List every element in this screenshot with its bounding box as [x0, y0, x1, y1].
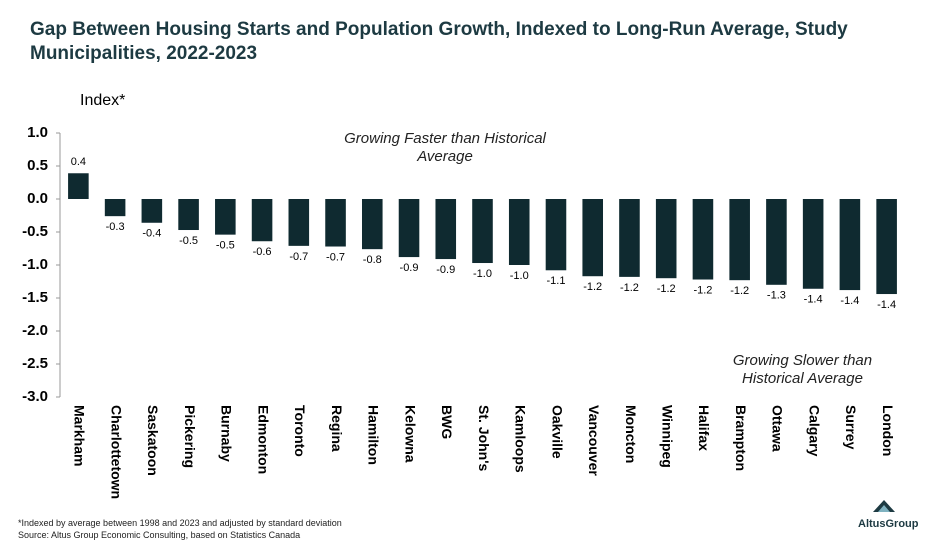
y-tick-label: 0.5 [27, 157, 48, 174]
bar [619, 199, 640, 277]
logo: AltusGroup [858, 518, 919, 530]
bar [398, 199, 420, 258]
x-tick-label: Winnipeg [659, 405, 675, 468]
y-tick-label: 1.0 [27, 124, 48, 141]
data-label: -0.5 [179, 235, 198, 247]
x-tick-label: London [880, 405, 896, 456]
x-tick-label: Kelowna [402, 405, 418, 463]
data-label: -1.2 [730, 285, 749, 297]
x-tick-label: Vancouver [586, 405, 602, 476]
data-label: -1.2 [620, 282, 639, 294]
x-tick-label: Surrey [843, 405, 859, 450]
bar [435, 199, 457, 260]
x-tick-label: Kamloops [513, 405, 529, 473]
y-tick-label: -2.5 [22, 355, 48, 372]
x-tick-label: Halifax [696, 405, 712, 451]
data-label: -1.2 [583, 281, 602, 293]
data-label: -1.2 [693, 284, 712, 296]
data-label: -1.4 [877, 299, 896, 311]
bar [545, 199, 567, 271]
bar [802, 199, 824, 289]
bar [729, 199, 750, 281]
data-label: -1.0 [473, 268, 492, 280]
data-label: -1.4 [840, 295, 859, 307]
data-label: -1.4 [804, 294, 823, 306]
x-tick-label: Regina [329, 405, 345, 452]
footnote: *Indexed by average between 1998 and 202… [18, 518, 342, 528]
bar [655, 199, 677, 279]
x-tick-label: Charlottetown [108, 405, 124, 499]
x-tick-label: Hamilton [366, 405, 382, 465]
y-tick-label: -3.0 [22, 388, 48, 405]
y-axis-label: Index* [80, 92, 125, 109]
bar [178, 199, 199, 231]
x-tick-label: Oakville [549, 405, 565, 459]
bar [361, 199, 383, 250]
data-label: -0.7 [289, 251, 308, 263]
data-label: -0.5 [216, 240, 235, 252]
x-tick-label: Moncton [623, 405, 639, 463]
bar [215, 199, 236, 235]
x-tick-label: St. John's [476, 405, 492, 472]
data-label: -1.1 [546, 275, 565, 287]
bar [582, 199, 604, 277]
bar [288, 199, 310, 246]
footnote: Source: Altus Group Economic Consulting,… [18, 530, 301, 540]
bar [472, 199, 493, 264]
x-tick-label: Brampton [733, 405, 749, 471]
data-label: -0.8 [363, 254, 382, 266]
chart-title: Gap Between Housing Starts and Populatio… [30, 19, 848, 64]
data-label: -1.3 [767, 290, 786, 302]
bar [508, 199, 530, 265]
data-label: -1.0 [510, 270, 529, 282]
bar [141, 199, 163, 223]
bar [325, 199, 346, 247]
data-label: -0.9 [400, 262, 419, 274]
bar [68, 173, 89, 199]
data-label: -0.6 [253, 246, 272, 258]
y-tick-label: -2.0 [22, 322, 48, 339]
y-tick-label: -1.5 [22, 289, 48, 306]
bar [104, 199, 126, 217]
data-label: -1.2 [657, 283, 676, 295]
x-tick-label: BWG [439, 405, 455, 439]
bar [692, 199, 714, 280]
y-tick-label: -0.5 [22, 223, 48, 240]
data-label: -0.7 [326, 251, 345, 263]
x-tick-label: Saskatoon [145, 405, 161, 476]
x-tick-label: Edmonton [255, 405, 271, 474]
x-tick-label: Pickering [182, 405, 198, 468]
bar [251, 199, 273, 242]
y-tick-label: -1.0 [22, 256, 48, 273]
annotation: Growing Faster than Historical Average [344, 130, 546, 165]
x-tick-label: Ottawa [770, 405, 786, 452]
y-tick-label: 0.0 [27, 190, 48, 207]
x-tick-label: Markham [72, 405, 88, 466]
annotation: Growing Slower than Historical Average [732, 352, 873, 387]
bar [839, 199, 861, 291]
data-label: -0.9 [436, 264, 455, 276]
bar [876, 199, 897, 295]
data-label: -0.3 [106, 221, 125, 233]
bar [766, 199, 787, 285]
logo-icon [878, 505, 890, 512]
data-label: 0.4 [71, 156, 86, 168]
x-tick-label: Toronto [292, 405, 308, 457]
x-tick-label: Calgary [806, 405, 822, 457]
x-tick-label: Burnaby [219, 405, 235, 462]
data-label: -0.4 [142, 228, 161, 240]
